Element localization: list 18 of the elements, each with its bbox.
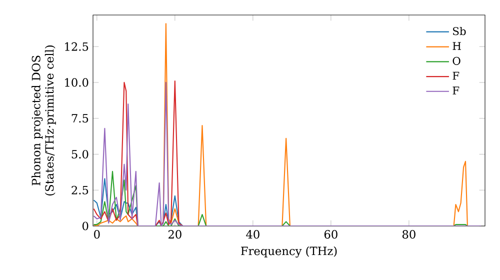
y-tick-label: 10.0 xyxy=(65,78,88,87)
legend-label: Sb xyxy=(453,26,466,36)
legend-label: F xyxy=(452,86,460,94)
y-tick-label: 12.5 xyxy=(65,42,88,51)
y-tick-label: 2.5 xyxy=(72,186,88,194)
x-tick-label: 0 xyxy=(94,230,100,239)
x-tick-label: 80 xyxy=(402,230,416,239)
x-tick-label: 40 xyxy=(246,230,260,239)
x-tick-label: 60 xyxy=(324,230,338,239)
x-tick-label: 20 xyxy=(168,230,182,239)
x-axis-title: Frequency (THz) xyxy=(241,246,337,258)
y-tick-label: 5.0 xyxy=(72,150,88,159)
legend-label: H xyxy=(452,42,461,50)
legend-label: F xyxy=(452,72,460,80)
legend-label: O xyxy=(452,56,460,65)
y-tick-label: 7.5 xyxy=(72,114,88,123)
y-tick-label: 0 xyxy=(82,222,88,230)
y-axis-title: Phonon projected DOS (States/THz·primitive cell) xyxy=(32,46,56,196)
